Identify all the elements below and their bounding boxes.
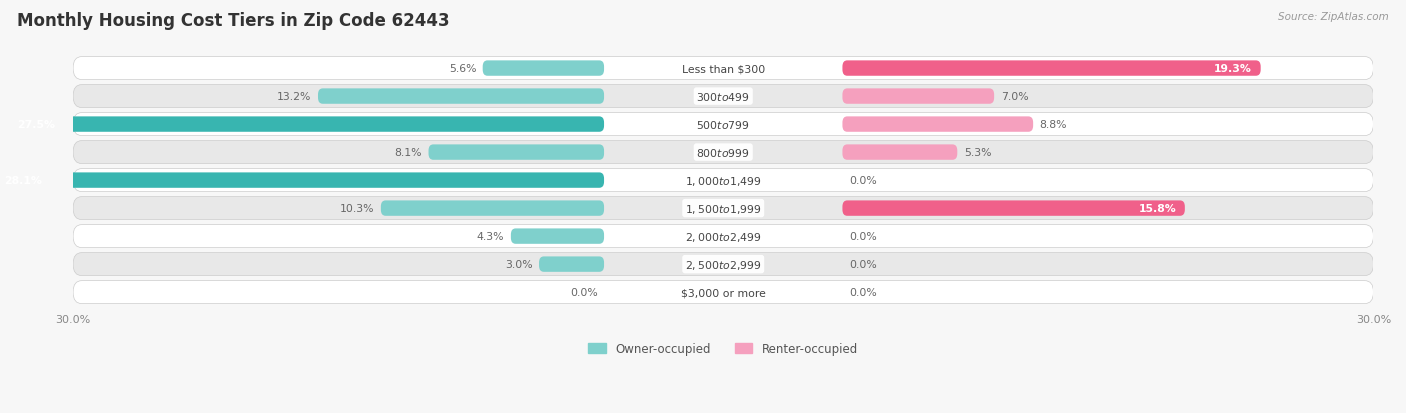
FancyBboxPatch shape xyxy=(73,85,1374,108)
Text: 8.8%: 8.8% xyxy=(1039,120,1067,130)
FancyBboxPatch shape xyxy=(73,225,1374,248)
FancyBboxPatch shape xyxy=(381,201,605,216)
FancyBboxPatch shape xyxy=(73,57,1374,81)
FancyBboxPatch shape xyxy=(510,229,605,244)
Text: 13.2%: 13.2% xyxy=(277,92,312,102)
Text: 0.0%: 0.0% xyxy=(569,287,598,297)
Text: 10.3%: 10.3% xyxy=(340,204,374,214)
Text: $1,000 to $1,499: $1,000 to $1,499 xyxy=(685,174,762,187)
Text: $500 to $799: $500 to $799 xyxy=(696,119,749,131)
Text: 5.3%: 5.3% xyxy=(963,148,991,158)
Text: 0.0%: 0.0% xyxy=(849,232,877,242)
FancyBboxPatch shape xyxy=(482,61,605,76)
FancyBboxPatch shape xyxy=(842,201,1185,216)
FancyBboxPatch shape xyxy=(73,113,1374,136)
Text: 0.0%: 0.0% xyxy=(849,287,877,297)
FancyBboxPatch shape xyxy=(73,169,1374,192)
FancyBboxPatch shape xyxy=(73,253,1374,276)
Text: 28.1%: 28.1% xyxy=(4,176,42,186)
Text: 5.6%: 5.6% xyxy=(449,64,477,74)
Text: 15.8%: 15.8% xyxy=(1139,204,1177,214)
Text: 0.0%: 0.0% xyxy=(849,259,877,269)
Text: 4.3%: 4.3% xyxy=(477,232,505,242)
Text: $2,500 to $2,999: $2,500 to $2,999 xyxy=(685,258,762,271)
FancyBboxPatch shape xyxy=(842,145,957,160)
FancyBboxPatch shape xyxy=(842,89,994,104)
Text: 7.0%: 7.0% xyxy=(1001,92,1028,102)
FancyBboxPatch shape xyxy=(842,117,1033,133)
Text: $3,000 or more: $3,000 or more xyxy=(681,287,766,297)
FancyBboxPatch shape xyxy=(73,197,1374,220)
Text: Monthly Housing Cost Tiers in Zip Code 62443: Monthly Housing Cost Tiers in Zip Code 6… xyxy=(17,12,450,30)
Text: 27.5%: 27.5% xyxy=(17,120,55,130)
Text: Less than $300: Less than $300 xyxy=(682,64,765,74)
Text: 19.3%: 19.3% xyxy=(1215,64,1251,74)
Text: Source: ZipAtlas.com: Source: ZipAtlas.com xyxy=(1278,12,1389,22)
FancyBboxPatch shape xyxy=(318,89,605,104)
FancyBboxPatch shape xyxy=(0,173,605,188)
FancyBboxPatch shape xyxy=(8,117,605,133)
Text: 3.0%: 3.0% xyxy=(505,259,533,269)
Text: $800 to $999: $800 to $999 xyxy=(696,147,749,159)
FancyBboxPatch shape xyxy=(73,281,1374,304)
Text: $2,000 to $2,499: $2,000 to $2,499 xyxy=(685,230,762,243)
Text: 0.0%: 0.0% xyxy=(849,176,877,186)
Text: $1,500 to $1,999: $1,500 to $1,999 xyxy=(685,202,762,215)
FancyBboxPatch shape xyxy=(538,257,605,272)
FancyBboxPatch shape xyxy=(73,141,1374,164)
Text: 8.1%: 8.1% xyxy=(395,148,422,158)
FancyBboxPatch shape xyxy=(429,145,605,160)
Text: $300 to $499: $300 to $499 xyxy=(696,91,749,103)
Legend: Owner-occupied, Renter-occupied: Owner-occupied, Renter-occupied xyxy=(583,337,863,360)
FancyBboxPatch shape xyxy=(842,61,1261,76)
